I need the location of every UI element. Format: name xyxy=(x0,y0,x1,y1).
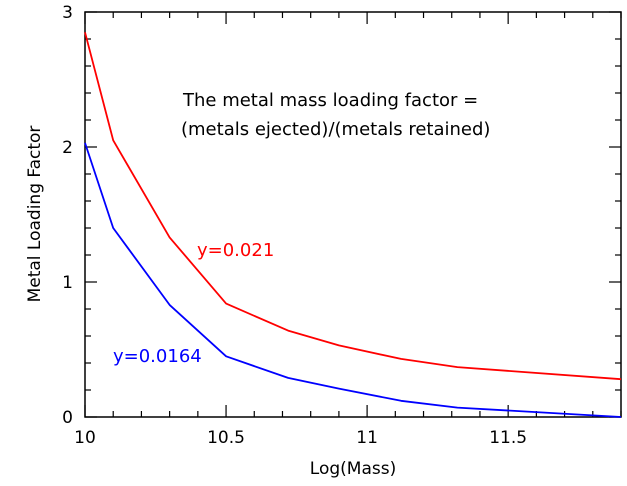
annotation-line-1: The metal mass loading factor = xyxy=(182,90,478,111)
series-line-1 xyxy=(84,142,622,418)
y-tick-label: 3 xyxy=(62,3,73,23)
x-tick-label: 10 xyxy=(74,428,96,448)
plot-frame xyxy=(84,11,622,418)
series-label-blue: y=0.0164 xyxy=(113,346,202,367)
series-line-0 xyxy=(84,32,622,381)
y-tick-label: 1 xyxy=(62,273,73,293)
y-tick-label: 2 xyxy=(62,138,73,158)
series-layer xyxy=(84,32,622,418)
series-label-red: y=0.021 xyxy=(197,240,274,261)
x-tick-label: 11 xyxy=(356,428,378,448)
axis-ticks: 10 10.5 11 11.5 0 1 2 3 xyxy=(62,3,622,448)
x-tick-label: 11.5 xyxy=(489,428,527,448)
y-axis-label: Metal Loading Factor xyxy=(25,126,45,303)
y-tick-label: 0 xyxy=(62,408,73,428)
x-axis-label: Log(Mass) xyxy=(310,459,396,479)
annotation-line-2: (metals ejected)/(metals retained) xyxy=(181,119,490,140)
x-tick-label: 10.5 xyxy=(207,428,245,448)
